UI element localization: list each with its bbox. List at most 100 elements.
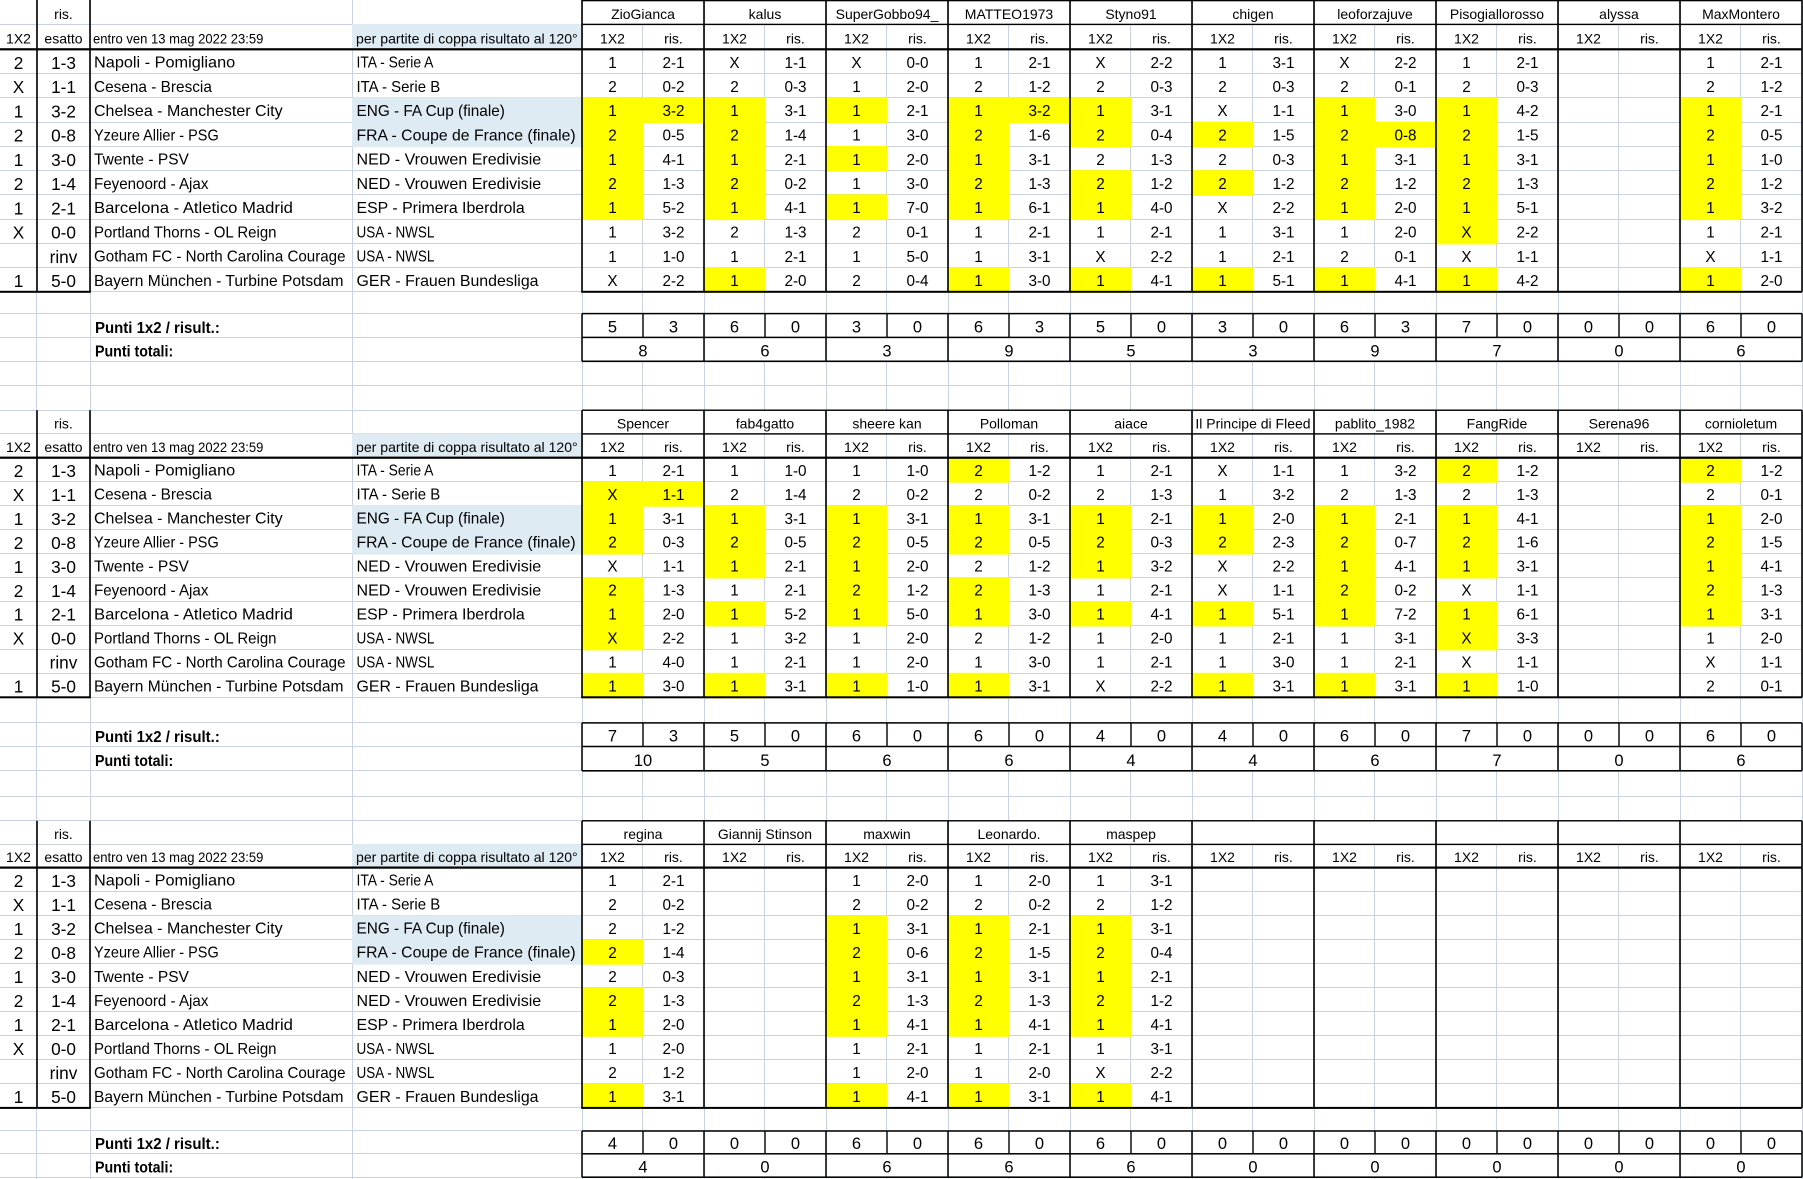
svg-text:0-2: 0-2 xyxy=(662,79,684,96)
svg-text:Feyenoord - Ajax: Feyenoord - Ajax xyxy=(94,176,208,193)
svg-text:5-0: 5-0 xyxy=(906,249,928,266)
svg-text:6: 6 xyxy=(730,319,739,337)
svg-text:ris.: ris. xyxy=(664,439,683,455)
svg-text:2: 2 xyxy=(1218,128,1227,145)
svg-text:2: 2 xyxy=(1218,535,1227,552)
svg-text:0: 0 xyxy=(913,319,922,337)
svg-text:4-0: 4-0 xyxy=(662,655,684,672)
svg-text:4: 4 xyxy=(638,1159,647,1177)
svg-text:Leonardo.: Leonardo. xyxy=(977,826,1040,842)
svg-text:FRA - Coupe de France (finale): FRA - Coupe de France (finale) xyxy=(357,127,576,144)
svg-text:1: 1 xyxy=(14,605,24,625)
svg-text:2-0: 2-0 xyxy=(1272,511,1294,528)
svg-text:0-1: 0-1 xyxy=(1394,249,1416,266)
svg-text:1: 1 xyxy=(1340,559,1349,576)
svg-text:ris.: ris. xyxy=(908,31,927,47)
svg-text:2-0: 2-0 xyxy=(1760,511,1782,528)
svg-text:1-5: 1-5 xyxy=(1028,945,1050,962)
svg-text:1: 1 xyxy=(730,559,739,576)
svg-text:2: 2 xyxy=(974,583,983,600)
svg-text:3-1: 3-1 xyxy=(1394,152,1416,169)
svg-text:1: 1 xyxy=(1340,631,1349,648)
svg-text:1-1: 1-1 xyxy=(1516,249,1538,266)
svg-text:3-2: 3-2 xyxy=(662,225,684,242)
svg-text:1: 1 xyxy=(608,1041,617,1058)
svg-text:1: 1 xyxy=(852,655,861,672)
svg-text:0-2: 0-2 xyxy=(1394,583,1416,600)
svg-text:1: 1 xyxy=(974,655,983,672)
svg-text:0: 0 xyxy=(1035,1135,1044,1153)
svg-text:2: 2 xyxy=(852,945,861,962)
svg-text:X: X xyxy=(1095,679,1105,696)
svg-text:2: 2 xyxy=(974,79,983,96)
svg-text:1-1: 1-1 xyxy=(662,559,684,576)
svg-text:5-1: 5-1 xyxy=(1272,273,1294,290)
svg-text:2-0: 2-0 xyxy=(906,152,928,169)
svg-text:0-5: 0-5 xyxy=(784,535,806,552)
svg-text:Punti 1x2 / risult.:: Punti 1x2 / risult.: xyxy=(95,1136,220,1153)
svg-text:2-1: 2-1 xyxy=(1150,655,1172,672)
svg-text:1X2: 1X2 xyxy=(1210,439,1235,455)
svg-text:4-1: 4-1 xyxy=(1150,1089,1172,1106)
svg-text:2: 2 xyxy=(1462,535,1471,552)
svg-text:2-0: 2-0 xyxy=(662,1017,684,1034)
svg-text:3-1: 3-1 xyxy=(1516,559,1538,576)
svg-text:1: 1 xyxy=(1218,225,1227,242)
svg-text:1-2: 1-2 xyxy=(1028,631,1050,648)
svg-text:2: 2 xyxy=(1340,128,1349,145)
svg-text:X: X xyxy=(1339,55,1349,72)
svg-text:2: 2 xyxy=(1340,487,1349,504)
svg-text:1: 1 xyxy=(1218,607,1227,624)
svg-text:2-1: 2-1 xyxy=(1272,631,1294,648)
svg-text:NED - Vrouwen Eredivisie: NED - Vrouwen Eredivisie xyxy=(357,559,542,576)
svg-text:1-3: 1-3 xyxy=(51,461,76,481)
svg-text:2: 2 xyxy=(1340,79,1349,96)
svg-text:6: 6 xyxy=(974,319,983,337)
svg-text:alyssa: alyssa xyxy=(1599,6,1639,22)
svg-text:1: 1 xyxy=(608,655,617,672)
svg-text:1: 1 xyxy=(974,273,983,290)
svg-text:2: 2 xyxy=(1706,463,1715,480)
svg-text:3-1: 3-1 xyxy=(662,511,684,528)
svg-text:1X2: 1X2 xyxy=(600,31,625,47)
svg-text:2-1: 2-1 xyxy=(784,583,806,600)
svg-text:1-2: 1-2 xyxy=(1028,463,1050,480)
svg-text:4-1: 4-1 xyxy=(1394,559,1416,576)
svg-text:0-3: 0-3 xyxy=(1272,79,1294,96)
svg-text:1-0: 1-0 xyxy=(1760,152,1782,169)
svg-text:2-1: 2-1 xyxy=(1150,583,1172,600)
svg-text:kalus: kalus xyxy=(749,6,782,22)
svg-text:1: 1 xyxy=(1096,1017,1105,1034)
svg-text:Giannij Stinson: Giannij Stinson xyxy=(718,826,812,842)
svg-text:1-2: 1-2 xyxy=(1150,176,1172,193)
svg-text:X: X xyxy=(729,55,739,72)
svg-text:1: 1 xyxy=(608,249,617,266)
svg-text:2-1: 2-1 xyxy=(1394,655,1416,672)
svg-text:4-0: 4-0 xyxy=(1150,200,1172,217)
svg-text:5-0: 5-0 xyxy=(906,607,928,624)
svg-text:0: 0 xyxy=(1248,1159,1257,1177)
svg-text:0-3: 0-3 xyxy=(784,79,806,96)
svg-text:maspep: maspep xyxy=(1106,826,1156,842)
svg-text:1: 1 xyxy=(1096,873,1105,890)
svg-text:2: 2 xyxy=(1340,583,1349,600)
svg-text:ris.: ris. xyxy=(1152,849,1171,865)
svg-text:1-2: 1-2 xyxy=(1272,176,1294,193)
svg-text:1X2: 1X2 xyxy=(1698,439,1723,455)
svg-text:2-1: 2-1 xyxy=(1150,225,1172,242)
svg-text:3: 3 xyxy=(1248,343,1257,361)
svg-text:1: 1 xyxy=(852,1089,861,1106)
svg-text:1: 1 xyxy=(14,677,24,697)
svg-text:1-5: 1-5 xyxy=(1272,128,1294,145)
svg-text:0-2: 0-2 xyxy=(662,897,684,914)
svg-text:ris.: ris. xyxy=(1518,849,1537,865)
svg-text:6: 6 xyxy=(1096,1135,1105,1153)
svg-text:Polloman: Polloman xyxy=(980,415,1038,431)
svg-text:1X2: 1X2 xyxy=(844,31,869,47)
svg-text:cornioletum: cornioletum xyxy=(1705,415,1777,431)
svg-text:2-0: 2-0 xyxy=(1150,631,1172,648)
svg-text:2: 2 xyxy=(608,1065,617,1082)
svg-text:2: 2 xyxy=(1340,535,1349,552)
svg-text:1: 1 xyxy=(608,607,617,624)
svg-text:1-3: 1-3 xyxy=(1760,583,1782,600)
